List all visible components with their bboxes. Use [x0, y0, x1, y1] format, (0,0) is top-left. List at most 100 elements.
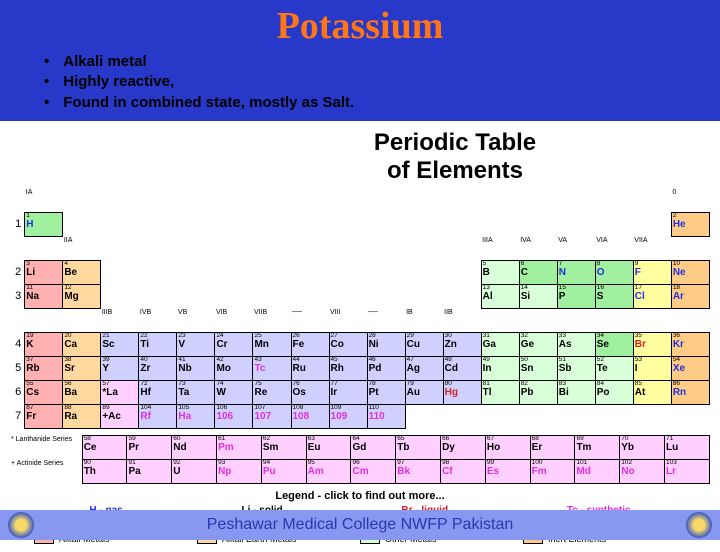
element-cell[interactable]: 67Ho [485, 436, 530, 460]
element-cell[interactable]: 95Am [306, 460, 351, 484]
element-cell[interactable]: 9F [633, 261, 671, 285]
element-cell[interactable]: 33As [557, 333, 595, 357]
element-cell[interactable]: 1H [25, 213, 63, 237]
element-cell[interactable]: 29Cu [405, 333, 443, 357]
element-cell[interactable]: 78Pt [367, 381, 405, 405]
element-cell[interactable]: 91Pa [127, 460, 172, 484]
element-cell[interactable]: 84Po [595, 381, 633, 405]
element-cell[interactable]: 64Gd [351, 436, 396, 460]
element-cell[interactable]: 107107 [253, 405, 291, 429]
element-cell[interactable]: 37Rb [25, 357, 63, 381]
element-cell[interactable]: 15P [557, 285, 595, 309]
element-cell[interactable]: 51Sb [557, 357, 595, 381]
element-cell[interactable]: 44Ru [291, 357, 329, 381]
element-cell[interactable]: 30Zn [443, 333, 481, 357]
element-cell[interactable]: 63Eu [306, 436, 351, 460]
element-cell[interactable]: 40Zr [139, 357, 177, 381]
element-cell[interactable]: 36Kr [671, 333, 709, 357]
element-cell[interactable]: 96Cm [351, 460, 396, 484]
element-cell[interactable]: 97Bk [396, 460, 441, 484]
element-cell[interactable]: 65Tb [396, 436, 441, 460]
element-cell[interactable]: 14Si [519, 285, 557, 309]
element-cell[interactable]: 28Ni [367, 333, 405, 357]
element-cell[interactable]: 53I [633, 357, 671, 381]
element-cell[interactable]: 12Mg [63, 285, 101, 309]
element-cell[interactable]: 26Fe [291, 333, 329, 357]
element-cell[interactable]: 56Ba [63, 381, 101, 405]
element-cell[interactable]: 24Cr [215, 333, 253, 357]
element-cell[interactable]: 101Md [575, 460, 620, 484]
element-cell[interactable]: 8O [595, 261, 633, 285]
element-cell[interactable]: 82Pb [519, 381, 557, 405]
element-cell[interactable]: 39Y [101, 357, 139, 381]
element-cell[interactable]: 52Te [595, 357, 633, 381]
element-cell[interactable]: 31Ga [481, 333, 519, 357]
element-cell[interactable]: 58Ce [82, 436, 127, 460]
element-cell[interactable]: 90Th [82, 460, 127, 484]
element-cell[interactable]: 61Pm [217, 436, 262, 460]
element-cell[interactable]: 54Xe [671, 357, 709, 381]
element-cell[interactable]: 105Ha [177, 405, 215, 429]
element-cell[interactable]: 77Ir [329, 381, 367, 405]
element-cell[interactable]: 79Au [405, 381, 443, 405]
element-cell[interactable]: 50Sn [519, 357, 557, 381]
element-cell[interactable]: 104Rf [139, 405, 177, 429]
element-cell[interactable]: 7N [557, 261, 595, 285]
element-cell[interactable]: 69Tm [575, 436, 620, 460]
element-cell[interactable]: 93Np [217, 460, 262, 484]
element-cell[interactable]: 43Tc [253, 357, 291, 381]
element-cell[interactable]: 60Nd [172, 436, 217, 460]
element-cell[interactable]: 5B [481, 261, 519, 285]
element-cell[interactable]: 42Mo [215, 357, 253, 381]
element-cell[interactable]: 72Hf [139, 381, 177, 405]
element-cell[interactable]: 75Re [253, 381, 291, 405]
element-cell[interactable]: 35Br [633, 333, 671, 357]
element-cell[interactable]: 74W [215, 381, 253, 405]
element-cell[interactable]: 4Be [63, 261, 101, 285]
element-cell[interactable]: 98Cf [441, 460, 486, 484]
element-cell[interactable]: 2He [671, 213, 709, 237]
element-cell[interactable]: 66Dy [441, 436, 486, 460]
element-cell[interactable]: 87Fr [25, 405, 63, 429]
element-cell[interactable]: 62Sm [261, 436, 306, 460]
element-cell[interactable]: 34Se [595, 333, 633, 357]
element-cell[interactable]: 108108 [291, 405, 329, 429]
element-cell[interactable]: 59Pr [127, 436, 172, 460]
element-cell[interactable]: 83Bi [557, 381, 595, 405]
element-cell[interactable]: 19K [25, 333, 63, 357]
element-cell[interactable]: 16S [595, 285, 633, 309]
element-cell[interactable]: 89+Ac [101, 405, 139, 429]
element-cell[interactable]: 10Ne [671, 261, 709, 285]
element-cell[interactable]: 86Rn [671, 381, 709, 405]
element-cell[interactable]: 57*La [101, 381, 139, 405]
element-cell[interactable]: 71Lu [665, 436, 710, 460]
element-cell[interactable]: 49In [481, 357, 519, 381]
element-cell[interactable]: 6C [519, 261, 557, 285]
element-cell[interactable]: 94Pu [261, 460, 306, 484]
element-cell[interactable]: 45Rh [329, 357, 367, 381]
element-cell[interactable]: 11Na [25, 285, 63, 309]
element-cell[interactable]: 17Cl [633, 285, 671, 309]
element-cell[interactable]: 103Lr [665, 460, 710, 484]
element-cell[interactable]: 55Cs [25, 381, 63, 405]
element-cell[interactable]: 110110 [367, 405, 405, 429]
element-cell[interactable]: 41Nb [177, 357, 215, 381]
element-cell[interactable]: 47Ag [405, 357, 443, 381]
element-cell[interactable]: 99Es [485, 460, 530, 484]
element-cell[interactable]: 106106 [215, 405, 253, 429]
element-cell[interactable]: 81Tl [481, 381, 519, 405]
element-cell[interactable]: 76Os [291, 381, 329, 405]
element-cell[interactable]: 46Pd [367, 357, 405, 381]
element-cell[interactable]: 18Ar [671, 285, 709, 309]
element-cell[interactable]: 68Er [530, 436, 575, 460]
element-cell[interactable]: 21Sc [101, 333, 139, 357]
element-cell[interactable]: 100Fm [530, 460, 575, 484]
element-cell[interactable]: 92U [172, 460, 217, 484]
element-cell[interactable]: 38Sr [63, 357, 101, 381]
element-cell[interactable]: 32Ge [519, 333, 557, 357]
element-cell[interactable]: 109109 [329, 405, 367, 429]
element-cell[interactable]: 70Yb [620, 436, 665, 460]
element-cell[interactable]: 27Co [329, 333, 367, 357]
element-cell[interactable]: 25Mn [253, 333, 291, 357]
element-cell[interactable]: 73Ta [177, 381, 215, 405]
